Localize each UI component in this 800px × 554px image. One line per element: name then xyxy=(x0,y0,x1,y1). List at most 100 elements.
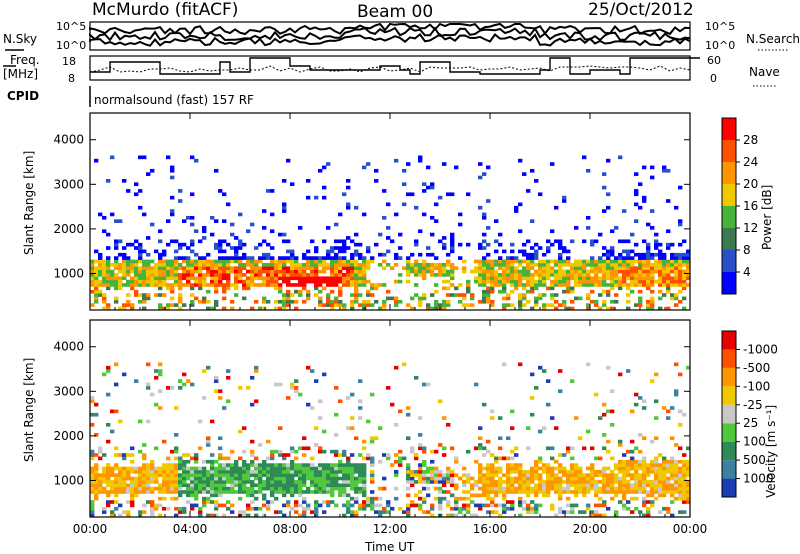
heatmap-cell xyxy=(306,296,311,301)
heatmap-cell xyxy=(510,503,515,508)
heatmap-cell xyxy=(214,303,219,307)
heatmap-cell xyxy=(246,229,251,234)
heatmap-cell xyxy=(670,256,675,260)
heatmap-cell xyxy=(558,496,563,501)
heatmap-cell xyxy=(238,259,243,264)
heatmap-cell xyxy=(422,276,427,281)
heatmap-cell xyxy=(506,273,511,277)
heatmap-cell xyxy=(666,510,671,514)
heatmap-cell xyxy=(574,259,579,264)
heatmap-cell xyxy=(502,296,507,301)
heatmap-cell xyxy=(450,262,455,267)
heatmap-cell xyxy=(682,476,687,481)
heatmap-cell xyxy=(330,449,335,454)
heatmap-cell xyxy=(486,289,491,294)
heatmap-cell xyxy=(90,399,95,404)
heatmap-cell xyxy=(482,239,487,244)
heatmap-cell xyxy=(230,503,235,508)
heatmap-cell xyxy=(342,249,347,254)
heatmap-cell xyxy=(682,490,687,494)
heatmap-cell xyxy=(190,192,195,197)
heatmap-cell xyxy=(146,469,151,474)
heatmap-cell xyxy=(602,480,607,484)
heatmap-cell xyxy=(190,249,195,254)
heatmap-cell xyxy=(594,259,599,264)
heatmap-cell xyxy=(282,463,287,467)
heatmap-cell xyxy=(642,273,647,277)
heatmap-cell xyxy=(334,273,339,277)
heatmap-cell xyxy=(358,406,363,410)
heatmap-cell xyxy=(534,256,539,260)
heatmap-cell xyxy=(194,486,199,491)
heatmap-cell xyxy=(502,289,507,294)
heatmap-cell xyxy=(414,283,419,287)
heatmap-cell xyxy=(222,473,227,477)
heatmap-cell xyxy=(486,296,491,301)
heatmap-cell xyxy=(362,266,367,270)
heatmap-cell xyxy=(118,466,123,471)
heatmap-cell xyxy=(490,266,495,270)
heatmap-cell xyxy=(446,513,451,518)
heatmap-cell xyxy=(558,269,563,274)
heatmap-cell xyxy=(114,463,119,467)
heatmap-cell xyxy=(498,232,503,237)
heatmap-cell xyxy=(270,212,275,217)
heatmap-cell xyxy=(566,269,571,274)
heatmap-cell xyxy=(158,473,163,477)
heatmap-cell xyxy=(574,480,579,484)
heatmap-cell xyxy=(358,279,363,284)
heatmap-cell xyxy=(566,480,571,484)
heatmap-cell xyxy=(238,266,243,270)
heatmap-cell xyxy=(158,279,163,284)
heatmap-cell xyxy=(274,266,279,270)
heatmap-cell xyxy=(202,396,207,400)
heatmap-cell xyxy=(302,273,307,277)
heatmap-cell xyxy=(518,483,523,488)
heatmap-cell xyxy=(362,256,367,260)
heatmap-cell xyxy=(278,289,283,294)
heatmap-cell xyxy=(222,192,227,197)
heatmap-cell xyxy=(142,480,147,484)
heatmap-cell xyxy=(306,506,311,511)
heatmap-cell xyxy=(594,273,599,277)
heatmap-cell xyxy=(246,262,251,267)
heatmap-cell xyxy=(598,503,603,508)
heatmap-cell xyxy=(642,239,647,244)
heatmap-cell xyxy=(466,286,471,291)
heatmap-cell xyxy=(566,273,571,277)
heatmap-cell xyxy=(326,466,331,471)
heatmap-cell xyxy=(594,473,599,477)
heatmap-cell xyxy=(550,273,555,277)
heatmap-cell xyxy=(290,476,295,481)
heatmap-cell xyxy=(190,456,195,461)
heatmap-cell xyxy=(486,242,491,247)
heatmap-cell xyxy=(174,273,179,277)
heatmap-cell xyxy=(422,486,427,491)
heatmap-cell xyxy=(118,219,123,223)
heatmap-cell xyxy=(586,362,591,367)
heatmap-cell xyxy=(214,286,219,291)
heatmap-cell xyxy=(146,269,151,274)
heatmap-cell xyxy=(354,500,359,504)
heatmap-cell xyxy=(182,476,187,481)
heatmap-cell xyxy=(602,185,607,190)
heatmap-cell xyxy=(134,283,139,287)
heatmap-cell xyxy=(642,469,647,474)
heatmap-cell xyxy=(562,469,567,474)
heatmap-cell xyxy=(434,480,439,484)
heatmap-cell xyxy=(334,256,339,260)
heatmap-cell xyxy=(254,262,259,267)
heatmap-cell xyxy=(262,226,267,230)
heatmap-cell xyxy=(650,469,655,474)
heatmap-cell xyxy=(502,503,507,508)
heatmap-cell xyxy=(654,459,659,464)
heatmap-cell xyxy=(226,500,231,504)
heatmap-cell xyxy=(230,483,235,488)
heatmap-cell xyxy=(166,483,171,488)
heatmap-cell xyxy=(590,283,595,287)
heatmap-cell xyxy=(302,436,307,441)
heatmap-cell xyxy=(530,510,535,514)
heatmap-cell xyxy=(506,296,511,301)
heatmap-cell xyxy=(266,480,271,484)
heatmap-cell xyxy=(594,283,599,287)
